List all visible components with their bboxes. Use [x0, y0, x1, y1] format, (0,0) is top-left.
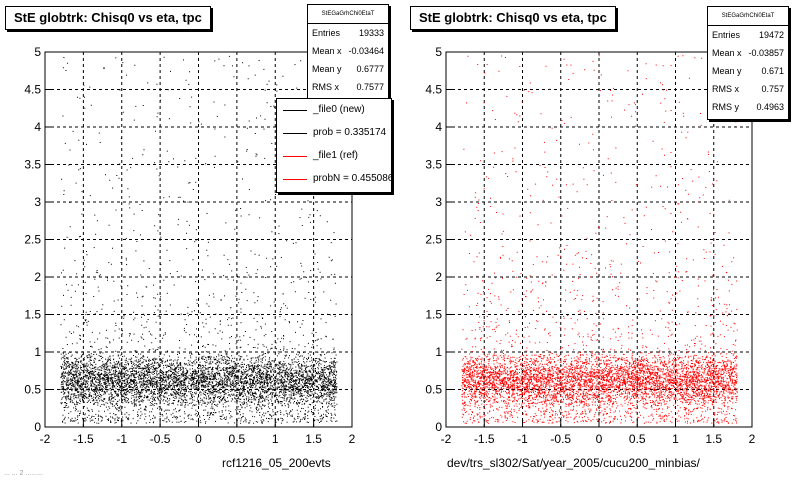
plot-title-right: StE globtrk: Chisq0 vs eta, tpc — [410, 6, 616, 30]
y-tick-label: 2.5 — [425, 233, 442, 247]
x-tick-label: -1 — [517, 432, 528, 446]
stats-box-left: StEGaGrhChi0EtaT Entries 19333 Mean x -0.0… — [307, 4, 389, 102]
stats-name: StEGaGrhChi0EtaT — [308, 5, 388, 24]
x-tick-label: -2 — [40, 432, 51, 446]
stats-meany: 0.6777 — [356, 64, 384, 74]
y-tick-label: 4.5 — [24, 83, 41, 97]
legend-line-black — [283, 132, 307, 134]
x-tick-label: 0.5 — [229, 432, 246, 446]
x-tick-label: 0 — [596, 432, 603, 446]
x-tick-label: 0 — [195, 432, 202, 446]
legend-entry-prob: prob = 0.335174 — [277, 124, 386, 142]
y-tick-label: 1.5 — [24, 308, 41, 322]
stats-box-right: StEGaGrhChi0EtaT Entries 19472 Mean x -0.0… — [707, 6, 789, 120]
y-tick-label: 0.5 — [24, 383, 41, 397]
y-tick-label: 5 — [34, 45, 41, 59]
y-tick-label: 2 — [435, 270, 442, 284]
y-tick-label: 1 — [435, 345, 442, 359]
legend-entry-probn: probN = 0.455086 — [277, 170, 392, 188]
legend-label: probN = 0.455086 — [313, 173, 392, 184]
legend-line-red — [283, 178, 307, 180]
x-tick-label: 2 — [749, 432, 756, 446]
stats-name: StEGaGrhChi0EtaT — [708, 7, 788, 26]
legend-line-black — [283, 109, 307, 111]
x-tick-label: -2 — [441, 432, 452, 446]
scatter-points — [461, 55, 738, 424]
y-tick-label: 3 — [435, 195, 442, 209]
y-tick-label: 4 — [435, 120, 442, 134]
stats-meanx: -0.03464 — [348, 46, 384, 56]
x-tick-label: -1.5 — [73, 432, 94, 446]
legend-entry-file1: _file1 (ref) — [277, 147, 358, 165]
y-tick-label: 2.5 — [24, 233, 41, 247]
stats-rmsx-label: RMS x — [712, 84, 739, 94]
x-axis-title-left: rcf1216_05_200evts — [222, 456, 331, 470]
y-tick-label: 4.5 — [425, 83, 442, 97]
stats-rmsx-label: RMS x — [312, 82, 339, 92]
stats-entries: 19333 — [358, 28, 384, 38]
stats-entries: 19472 — [758, 30, 784, 40]
x-tick-label: 0.5 — [629, 432, 646, 446]
stats-meany-label: Mean y — [712, 66, 742, 76]
y-tick-label: 1.5 — [425, 308, 442, 322]
legend-label: prob = 0.335174 — [313, 127, 387, 138]
stats-rmsx: 0.7577 — [356, 82, 384, 92]
legend-label: _file0 (new) — [313, 104, 365, 115]
stats-rmsy-label: RMS y — [712, 102, 739, 112]
x-tick-label: -1 — [116, 432, 127, 446]
x-tick-label: 1.5 — [305, 432, 322, 446]
x-tick-label: 1 — [272, 432, 279, 446]
timestamp-footer: ... ... 2 ......... — [4, 470, 43, 477]
stats-meanx: -0.03857 — [748, 48, 784, 58]
x-axis-title-right: dev/trs_sl302/Sat/year_2005/cucu200_minb… — [447, 456, 700, 470]
stats-entries-label: Entries — [312, 28, 341, 38]
stats-meany: 0.671 — [761, 66, 784, 76]
scatter-points — [60, 55, 338, 424]
plot-title-left: StE globtrk: Chisq0 vs eta, tpc — [5, 6, 211, 30]
y-tick-label: 3 — [34, 195, 41, 209]
stats-meany-label: Mean y — [312, 64, 342, 74]
x-tick-label: 1 — [672, 432, 679, 446]
y-tick-label: 5 — [435, 45, 442, 59]
x-tick-label: 1.5 — [705, 432, 722, 446]
y-tick-label: 1 — [34, 345, 41, 359]
x-tick-label: 2 — [349, 432, 356, 446]
legend-box: _file0 (new) prob = 0.335174 _file1 (ref… — [276, 98, 392, 193]
stats-rmsx: 0.757 — [761, 84, 784, 94]
y-tick-label: 2 — [34, 270, 41, 284]
y-tick-label: 0 — [34, 420, 41, 434]
legend-entry-file0: _file0 (new) — [277, 101, 365, 119]
x-tick-label: -0.5 — [150, 432, 171, 446]
stats-meanx-label: Mean x — [312, 46, 342, 56]
y-tick-label: 3.5 — [425, 158, 442, 172]
x-tick-label: -0.5 — [550, 432, 571, 446]
y-tick-label: 4 — [34, 120, 41, 134]
x-tick-label: -1.5 — [474, 432, 495, 446]
y-tick-label: 0.5 — [425, 383, 442, 397]
stats-rmsy: 0.4963 — [756, 102, 784, 112]
legend-line-red — [283, 155, 307, 157]
y-tick-label: 0 — [435, 420, 442, 434]
scatter-panel-new: -2 -1.5 -1 -0.5 0 0.5 1 1.5 2 0 0.5 1 1.5 2 2.5 3 3.5 4 4.… — [24, 45, 355, 446]
stats-meanx-label: Mean x — [712, 48, 742, 58]
stats-entries-label: Entries — [712, 30, 741, 40]
legend-label: _file1 (ref) — [313, 150, 359, 161]
y-tick-label: 3.5 — [24, 158, 41, 172]
